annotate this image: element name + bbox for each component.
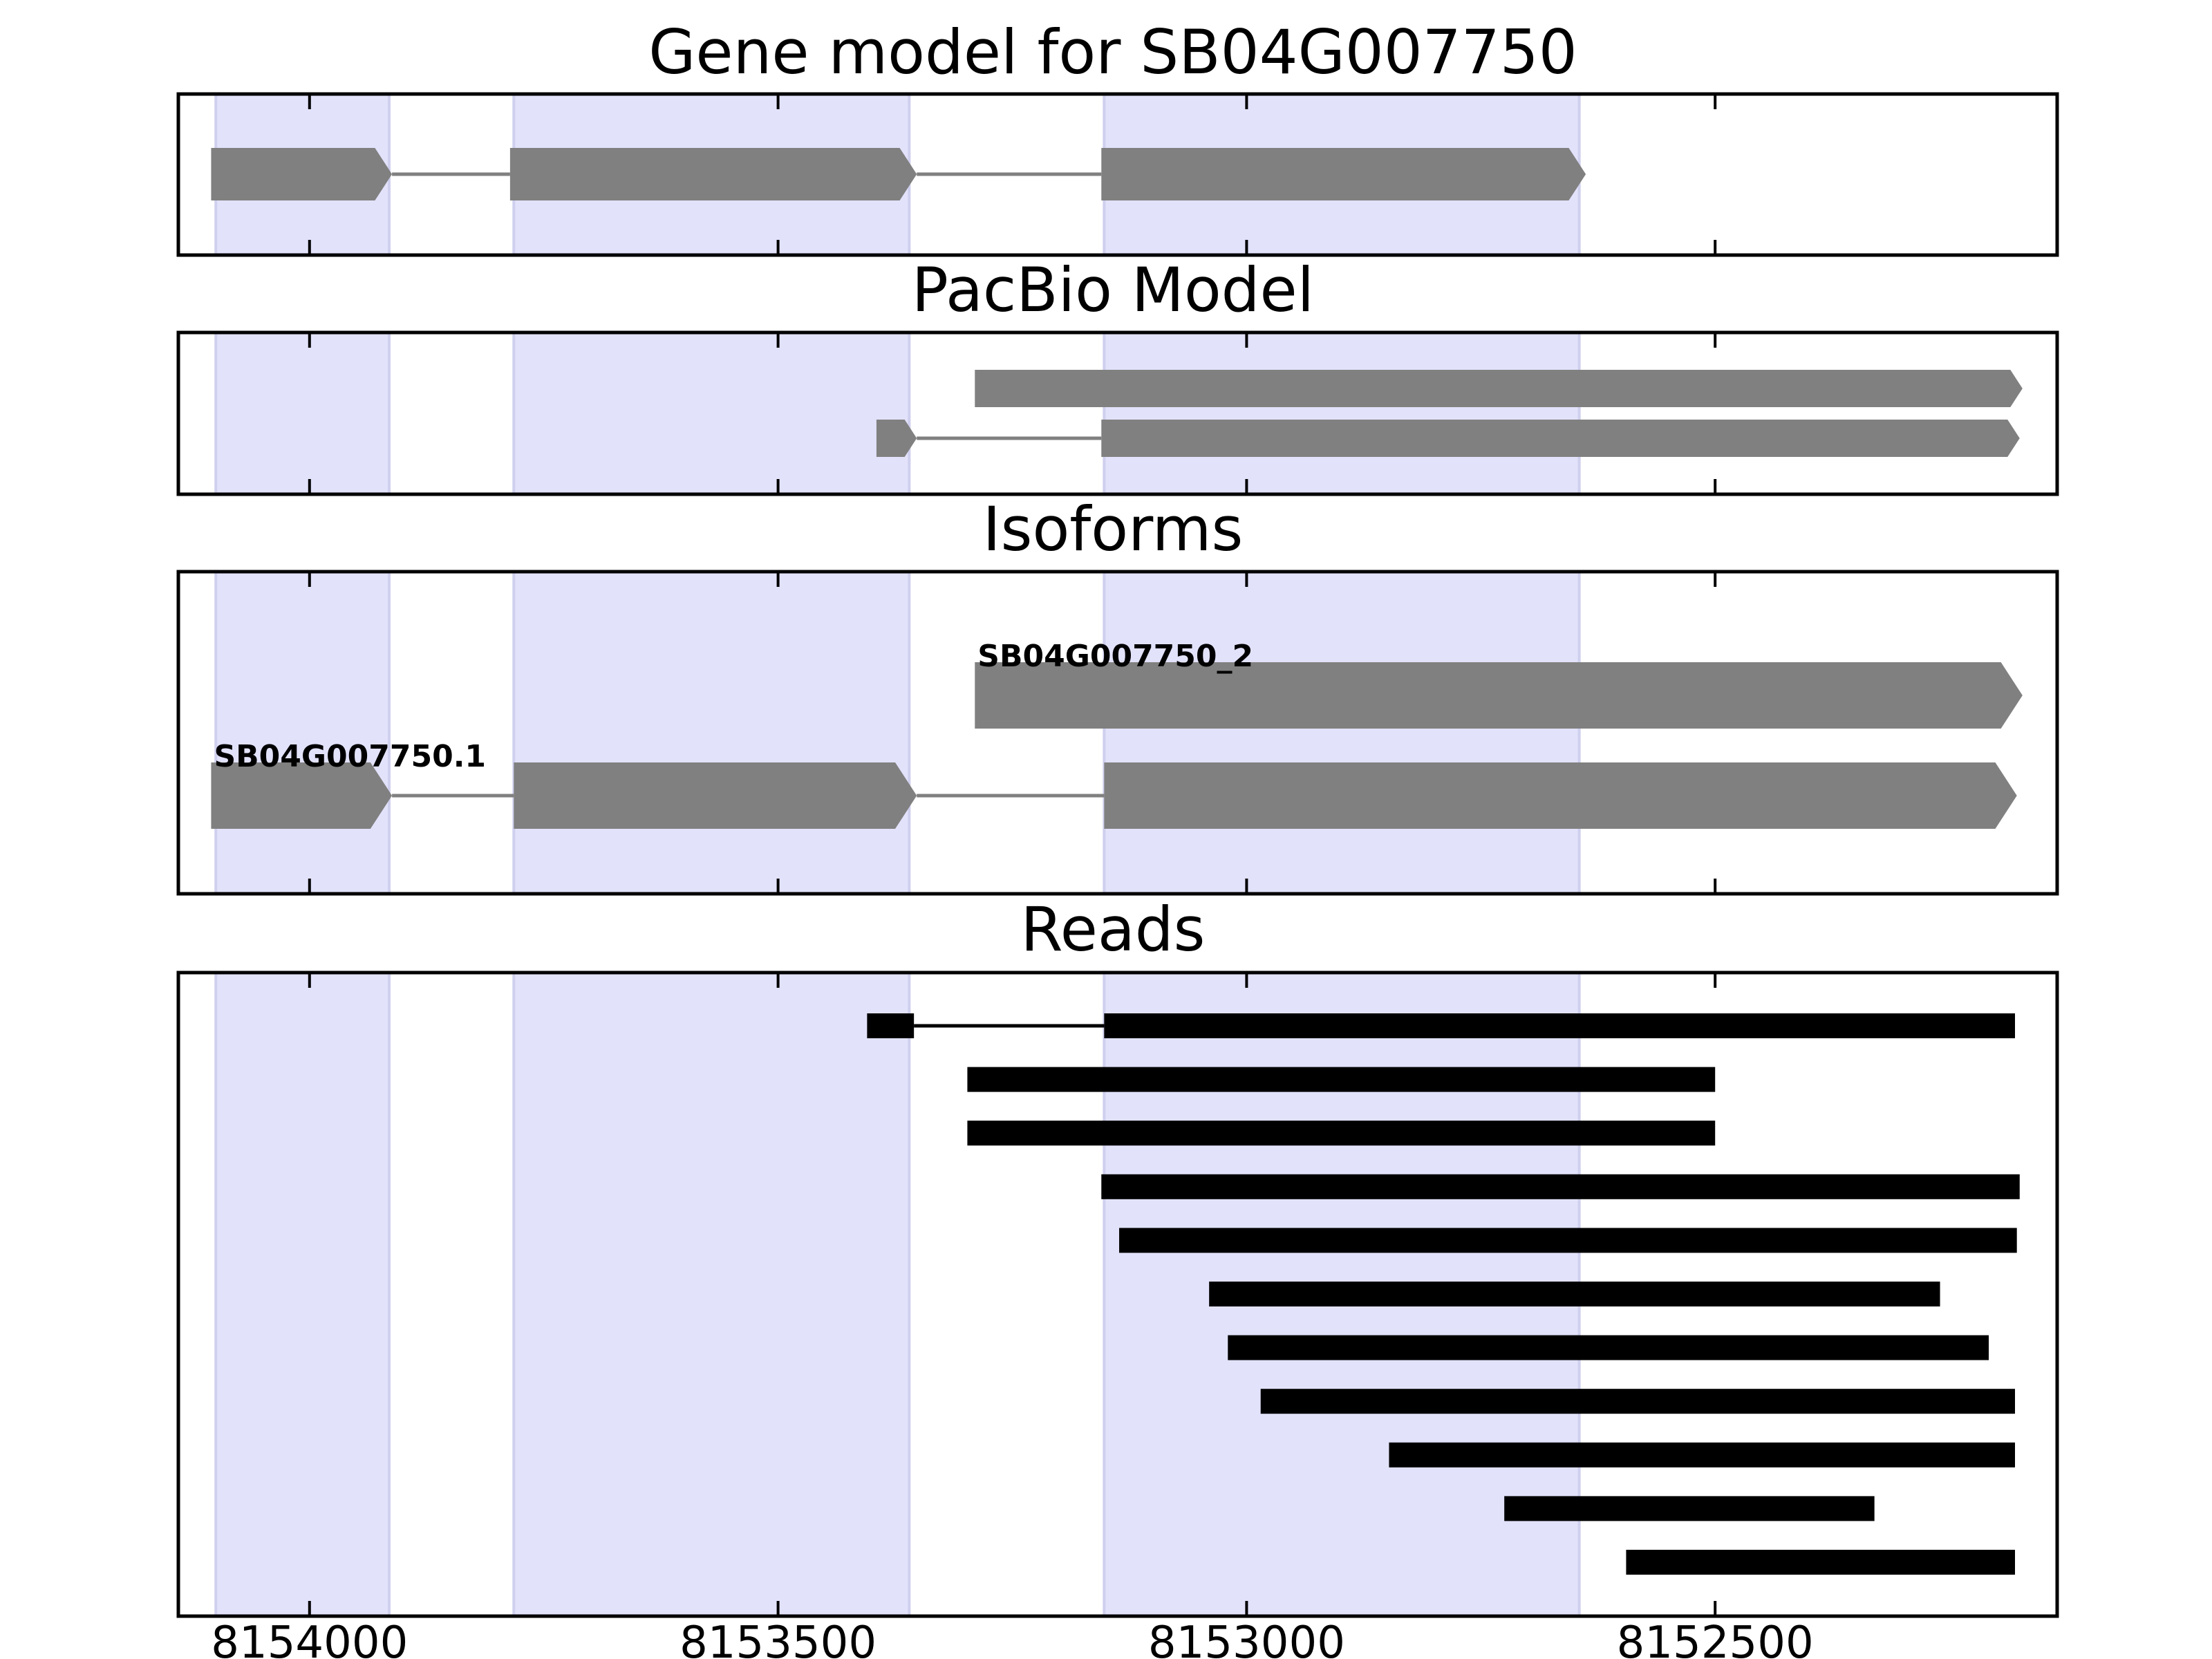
x-tick-label: 8153000 (1148, 1618, 1345, 1659)
exon-arrow-block (514, 762, 917, 829)
exon-arrow-block (211, 762, 393, 829)
x-tick-label: 8153500 (679, 1618, 877, 1659)
x-tick-label: 8152500 (1617, 1618, 1814, 1659)
pacbio-model-title: PacBio Model (912, 254, 1314, 326)
panel-frame (176, 92, 2059, 257)
x-tick-label: 8154000 (211, 1618, 408, 1659)
exon-shade-region (1103, 570, 1581, 895)
exon-arrow-block (1104, 762, 2017, 829)
exon-shade-region (214, 971, 391, 1618)
exon-shade-region (214, 570, 391, 895)
exon-shade-region (214, 331, 391, 496)
read-block (1626, 1550, 2015, 1575)
read-block (867, 1013, 915, 1038)
exon-arrow-block (211, 148, 393, 200)
exon-arrow-block (1101, 420, 2020, 457)
read-block (1504, 1496, 1875, 1521)
exon-shade-region (512, 331, 911, 496)
exon-arrow-block (1101, 148, 1586, 200)
exon-arrow-block (876, 420, 917, 457)
read-block (1104, 1013, 2015, 1038)
read-block (1119, 1228, 2017, 1253)
gene-model-title: Gene model for SB04G007750 (648, 17, 1577, 88)
read-block (967, 1121, 1716, 1146)
read-block (1389, 1442, 2015, 1468)
isoform-label: SB04G007750_2 (977, 639, 1253, 674)
panel-frame (176, 971, 2059, 1618)
reads-title: Reads (1021, 894, 1206, 965)
read-block (1260, 1389, 2015, 1414)
panel-frame (176, 570, 2059, 896)
exon-arrow-block (509, 148, 917, 200)
exon-shade-region (512, 971, 911, 1618)
exon-arrow-block (975, 370, 2023, 407)
exon-arrow-block (975, 662, 2023, 729)
exon-shade-region (512, 570, 911, 895)
panel-frame (176, 330, 2059, 496)
isoform-label: SB04G007750.1 (214, 739, 486, 774)
read-block (1101, 1174, 2020, 1199)
isoforms-title: Isoforms (983, 494, 1244, 565)
read-block (967, 1067, 1716, 1092)
read-block (1209, 1282, 1940, 1306)
exon-shade-region (1103, 331, 1581, 496)
read-block (1228, 1335, 1989, 1360)
